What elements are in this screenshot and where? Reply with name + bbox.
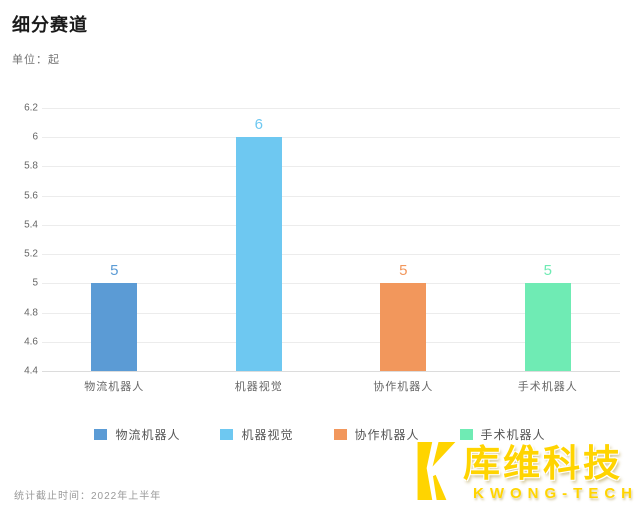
legend-label: 物流机器人 xyxy=(115,428,181,442)
legend-swatch xyxy=(94,429,108,440)
y-axis-tick-label: 6 xyxy=(32,131,38,143)
legend-item-协作机器人[interactable]: 协作机器人 xyxy=(333,426,420,443)
bar-协作机器人[interactable]: 5 xyxy=(380,262,427,371)
bar-value-label: 5 xyxy=(543,262,552,280)
statistics-cutoff-note: 统计截止时间：2022年上半年 xyxy=(14,491,162,502)
x-axis-line xyxy=(42,371,620,372)
brand-name-cn: 库维科技 xyxy=(463,443,623,484)
legend-swatch xyxy=(459,429,473,440)
y-axis-tick-label: 5.8 xyxy=(24,160,38,172)
gridline xyxy=(42,108,620,109)
y-axis-tick-label: 4.6 xyxy=(24,336,38,348)
bar-value-label: 5 xyxy=(399,262,408,280)
bar-机器视觉[interactable]: 6 xyxy=(235,116,282,371)
bar-物流机器人[interactable]: 5 xyxy=(91,262,138,371)
bar-手术机器人[interactable]: 5 xyxy=(524,262,571,371)
legend-label: 机器视觉 xyxy=(241,428,294,442)
x-axis-category-label: 协作机器人 xyxy=(373,381,434,393)
gridline xyxy=(42,312,620,314)
legend-item-物流机器人[interactable]: 物流机器人 xyxy=(94,426,180,443)
brand-logo-text: 库维科技 KWONG-TECH xyxy=(463,445,638,502)
bar-value-label: 6 xyxy=(254,116,263,134)
y-axis-tick-label: 5.2 xyxy=(24,248,38,260)
y-axis-tick-label: 6.2 xyxy=(24,102,38,114)
gridline xyxy=(42,195,620,197)
gridline xyxy=(42,283,620,285)
x-axis-category-label: 手术机器人 xyxy=(517,381,578,393)
y-axis-tick-label: 5.4 xyxy=(24,219,38,231)
y-axis-tick-label: 5.6 xyxy=(24,190,38,202)
legend-label: 协作机器人 xyxy=(354,428,420,442)
kwong-tech-logo-icon xyxy=(413,439,459,508)
unit-label: 单位：起 xyxy=(12,54,60,66)
x-axis-category-label: 物流机器人 xyxy=(84,381,145,393)
legend-swatch xyxy=(333,429,347,440)
brand-logo: 库维科技 KWONG-TECH xyxy=(413,439,638,508)
gridline xyxy=(42,137,620,139)
bar-chart-plot-area: 5 物流机器人 6 机器视觉 5 协作机器人 5 手术机器人 xyxy=(42,108,620,393)
y-axis-tick-label: 4.8 xyxy=(24,307,38,319)
legend-item-手术机器人[interactable]: 手术机器人 xyxy=(459,426,546,443)
bar-value-label: 5 xyxy=(110,262,119,280)
brand-name-en: KWONG-TECH xyxy=(473,485,638,502)
legend-swatch xyxy=(220,429,234,440)
gridline xyxy=(42,341,620,343)
x-axis-category-label: 机器视觉 xyxy=(234,381,283,393)
y-axis-tick-label: 5 xyxy=(32,277,38,289)
gridline xyxy=(42,166,620,168)
chart-legend: 物流机器人 机器视觉 协作机器人 手术机器人 xyxy=(0,426,640,443)
legend-label: 手术机器人 xyxy=(480,428,546,442)
gridline xyxy=(42,254,620,256)
y-axis-tick-label: 4.4 xyxy=(24,365,38,377)
page-title: 细分赛道 xyxy=(12,15,88,35)
legend-item-机器视觉[interactable]: 机器视觉 xyxy=(220,426,293,443)
y-axis: 4.4 4.6 4.8 5 5.2 5.4 5.6 5.8 6 6.2 xyxy=(0,103,38,377)
gridline xyxy=(42,224,620,226)
